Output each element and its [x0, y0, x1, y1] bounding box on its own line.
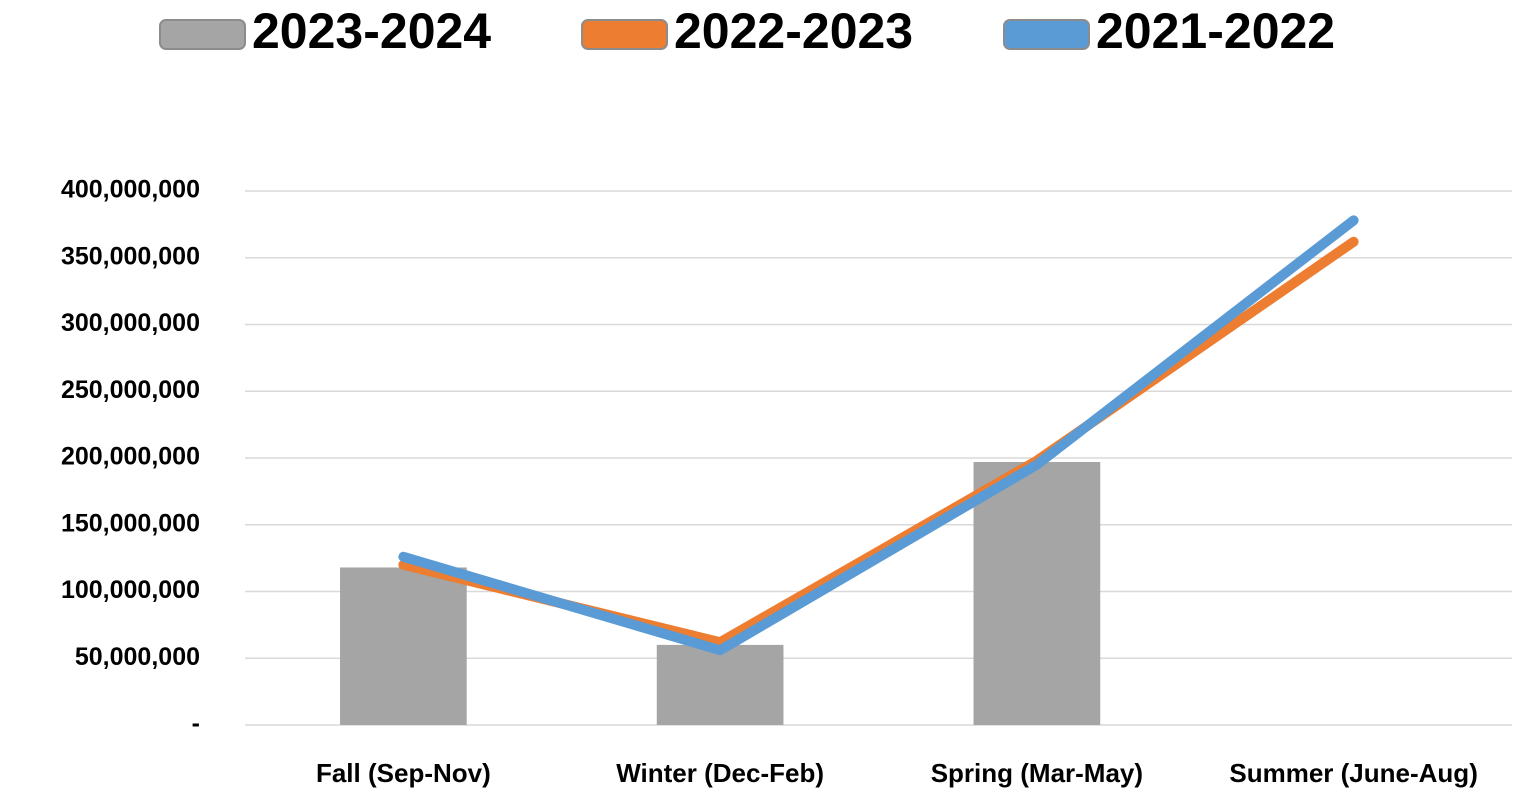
bar [973, 462, 1101, 725]
y-tick-label: 100,000,000 [61, 576, 200, 604]
x-tick-label: Spring (Mar-May) [931, 758, 1143, 788]
y-tick-label: 300,000,000 [61, 309, 200, 337]
legend-label: 2021-2022 [1096, 3, 1335, 59]
legend-label: 2022-2023 [674, 3, 913, 59]
line [398, 215, 1359, 656]
legend-label: 2023-2024 [252, 3, 491, 59]
y-tick-label: 150,000,000 [61, 509, 200, 537]
x-tick-label: Summer (June-Aug) [1229, 758, 1477, 788]
legend-swatch [159, 19, 246, 50]
y-tick-label: 50,000,000 [75, 643, 200, 671]
x-tick-label: Fall (Sep-Nov) [316, 758, 491, 788]
x-tick-label: Winter (Dec-Feb) [616, 758, 824, 788]
y-tick-label: 350,000,000 [61, 242, 200, 270]
y-tick-label: 400,000,000 [61, 176, 200, 204]
y-tick-label: - [192, 710, 200, 738]
line [398, 236, 1359, 648]
bar [340, 567, 467, 725]
legend-swatch [1003, 19, 1090, 50]
y-tick-label: 250,000,000 [61, 376, 200, 404]
y-tick-label: 200,000,000 [61, 443, 200, 471]
legend-swatch [581, 19, 668, 50]
bar [656, 644, 784, 725]
